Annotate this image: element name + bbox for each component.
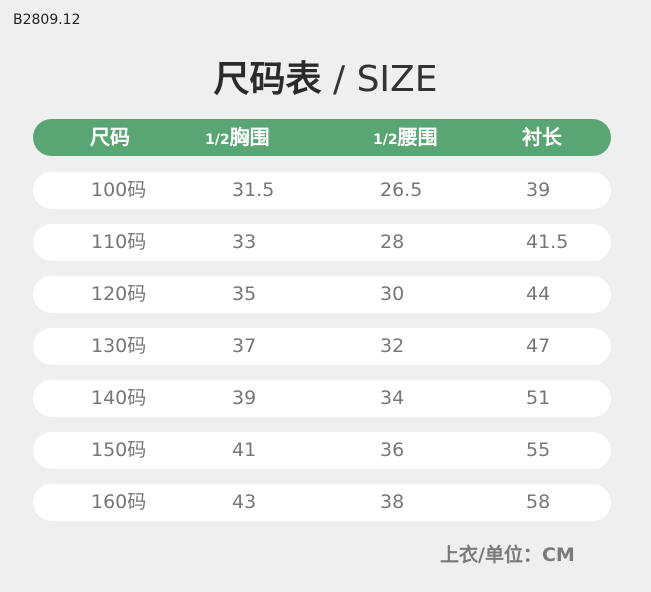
table-row: 140码 39 34 51 xyxy=(33,380,611,417)
cell-length: 44 xyxy=(526,283,551,305)
header-waist-prefix: 1/2 xyxy=(373,132,398,148)
header-chest: 1/2胸围 xyxy=(205,119,270,159)
cell-size: 130码 xyxy=(91,335,147,357)
header-chest-label: 胸围 xyxy=(229,125,270,149)
table-row: 130码 37 32 47 xyxy=(33,328,611,365)
cell-chest: 31.5 xyxy=(232,179,275,201)
cell-size: 110码 xyxy=(91,231,147,253)
table-row: 120码 35 30 44 xyxy=(33,276,611,313)
cell-size: 120码 xyxy=(91,283,147,305)
cell-chest: 43 xyxy=(232,491,257,513)
cell-waist: 36 xyxy=(380,439,405,461)
unit-note: 上衣/单位：CM xyxy=(440,544,575,566)
title-separator: / xyxy=(321,59,357,100)
cell-length: 51 xyxy=(526,387,551,409)
cell-size: 150码 xyxy=(91,439,147,461)
table-header: 尺码 1/2胸围 1/2腰围 衬长 xyxy=(33,119,611,156)
cell-chest: 35 xyxy=(232,283,257,305)
cell-chest: 41 xyxy=(232,439,257,461)
cell-waist: 28 xyxy=(380,231,405,253)
cell-waist: 26.5 xyxy=(380,179,423,201)
cell-waist: 32 xyxy=(380,335,405,357)
header-waist: 1/2腰围 xyxy=(373,119,438,159)
table-row: 110码 33 28 41.5 xyxy=(33,224,611,261)
cell-length: 58 xyxy=(526,491,551,513)
table-row: 100码 31.5 26.5 39 xyxy=(33,172,611,209)
cell-waist: 30 xyxy=(380,283,405,305)
cell-chest: 33 xyxy=(232,231,257,253)
cell-waist: 34 xyxy=(380,387,405,409)
cell-chest: 37 xyxy=(232,335,257,357)
header-length: 衬长 xyxy=(522,125,562,149)
title-en: SIZE xyxy=(356,59,438,100)
product-code: B2809.12 xyxy=(13,12,81,28)
cell-size: 160码 xyxy=(91,491,147,513)
cell-length: 39 xyxy=(526,179,551,201)
cell-chest: 39 xyxy=(232,387,257,409)
cell-size: 140码 xyxy=(91,387,147,409)
cell-length: 47 xyxy=(526,335,551,357)
header-size: 尺码 xyxy=(90,125,130,149)
table-row: 160码 43 38 58 xyxy=(33,484,611,521)
cell-length: 55 xyxy=(526,439,551,461)
table-row: 150码 41 36 55 xyxy=(33,432,611,469)
cell-size: 100码 xyxy=(91,179,147,201)
cell-length: 41.5 xyxy=(526,231,569,253)
header-waist-label: 腰围 xyxy=(397,125,438,149)
cell-waist: 38 xyxy=(380,491,405,513)
title-zh: 尺码表 xyxy=(213,59,322,100)
page-title: 尺码表 / SIZE xyxy=(0,50,651,102)
header-chest-prefix: 1/2 xyxy=(205,132,230,148)
